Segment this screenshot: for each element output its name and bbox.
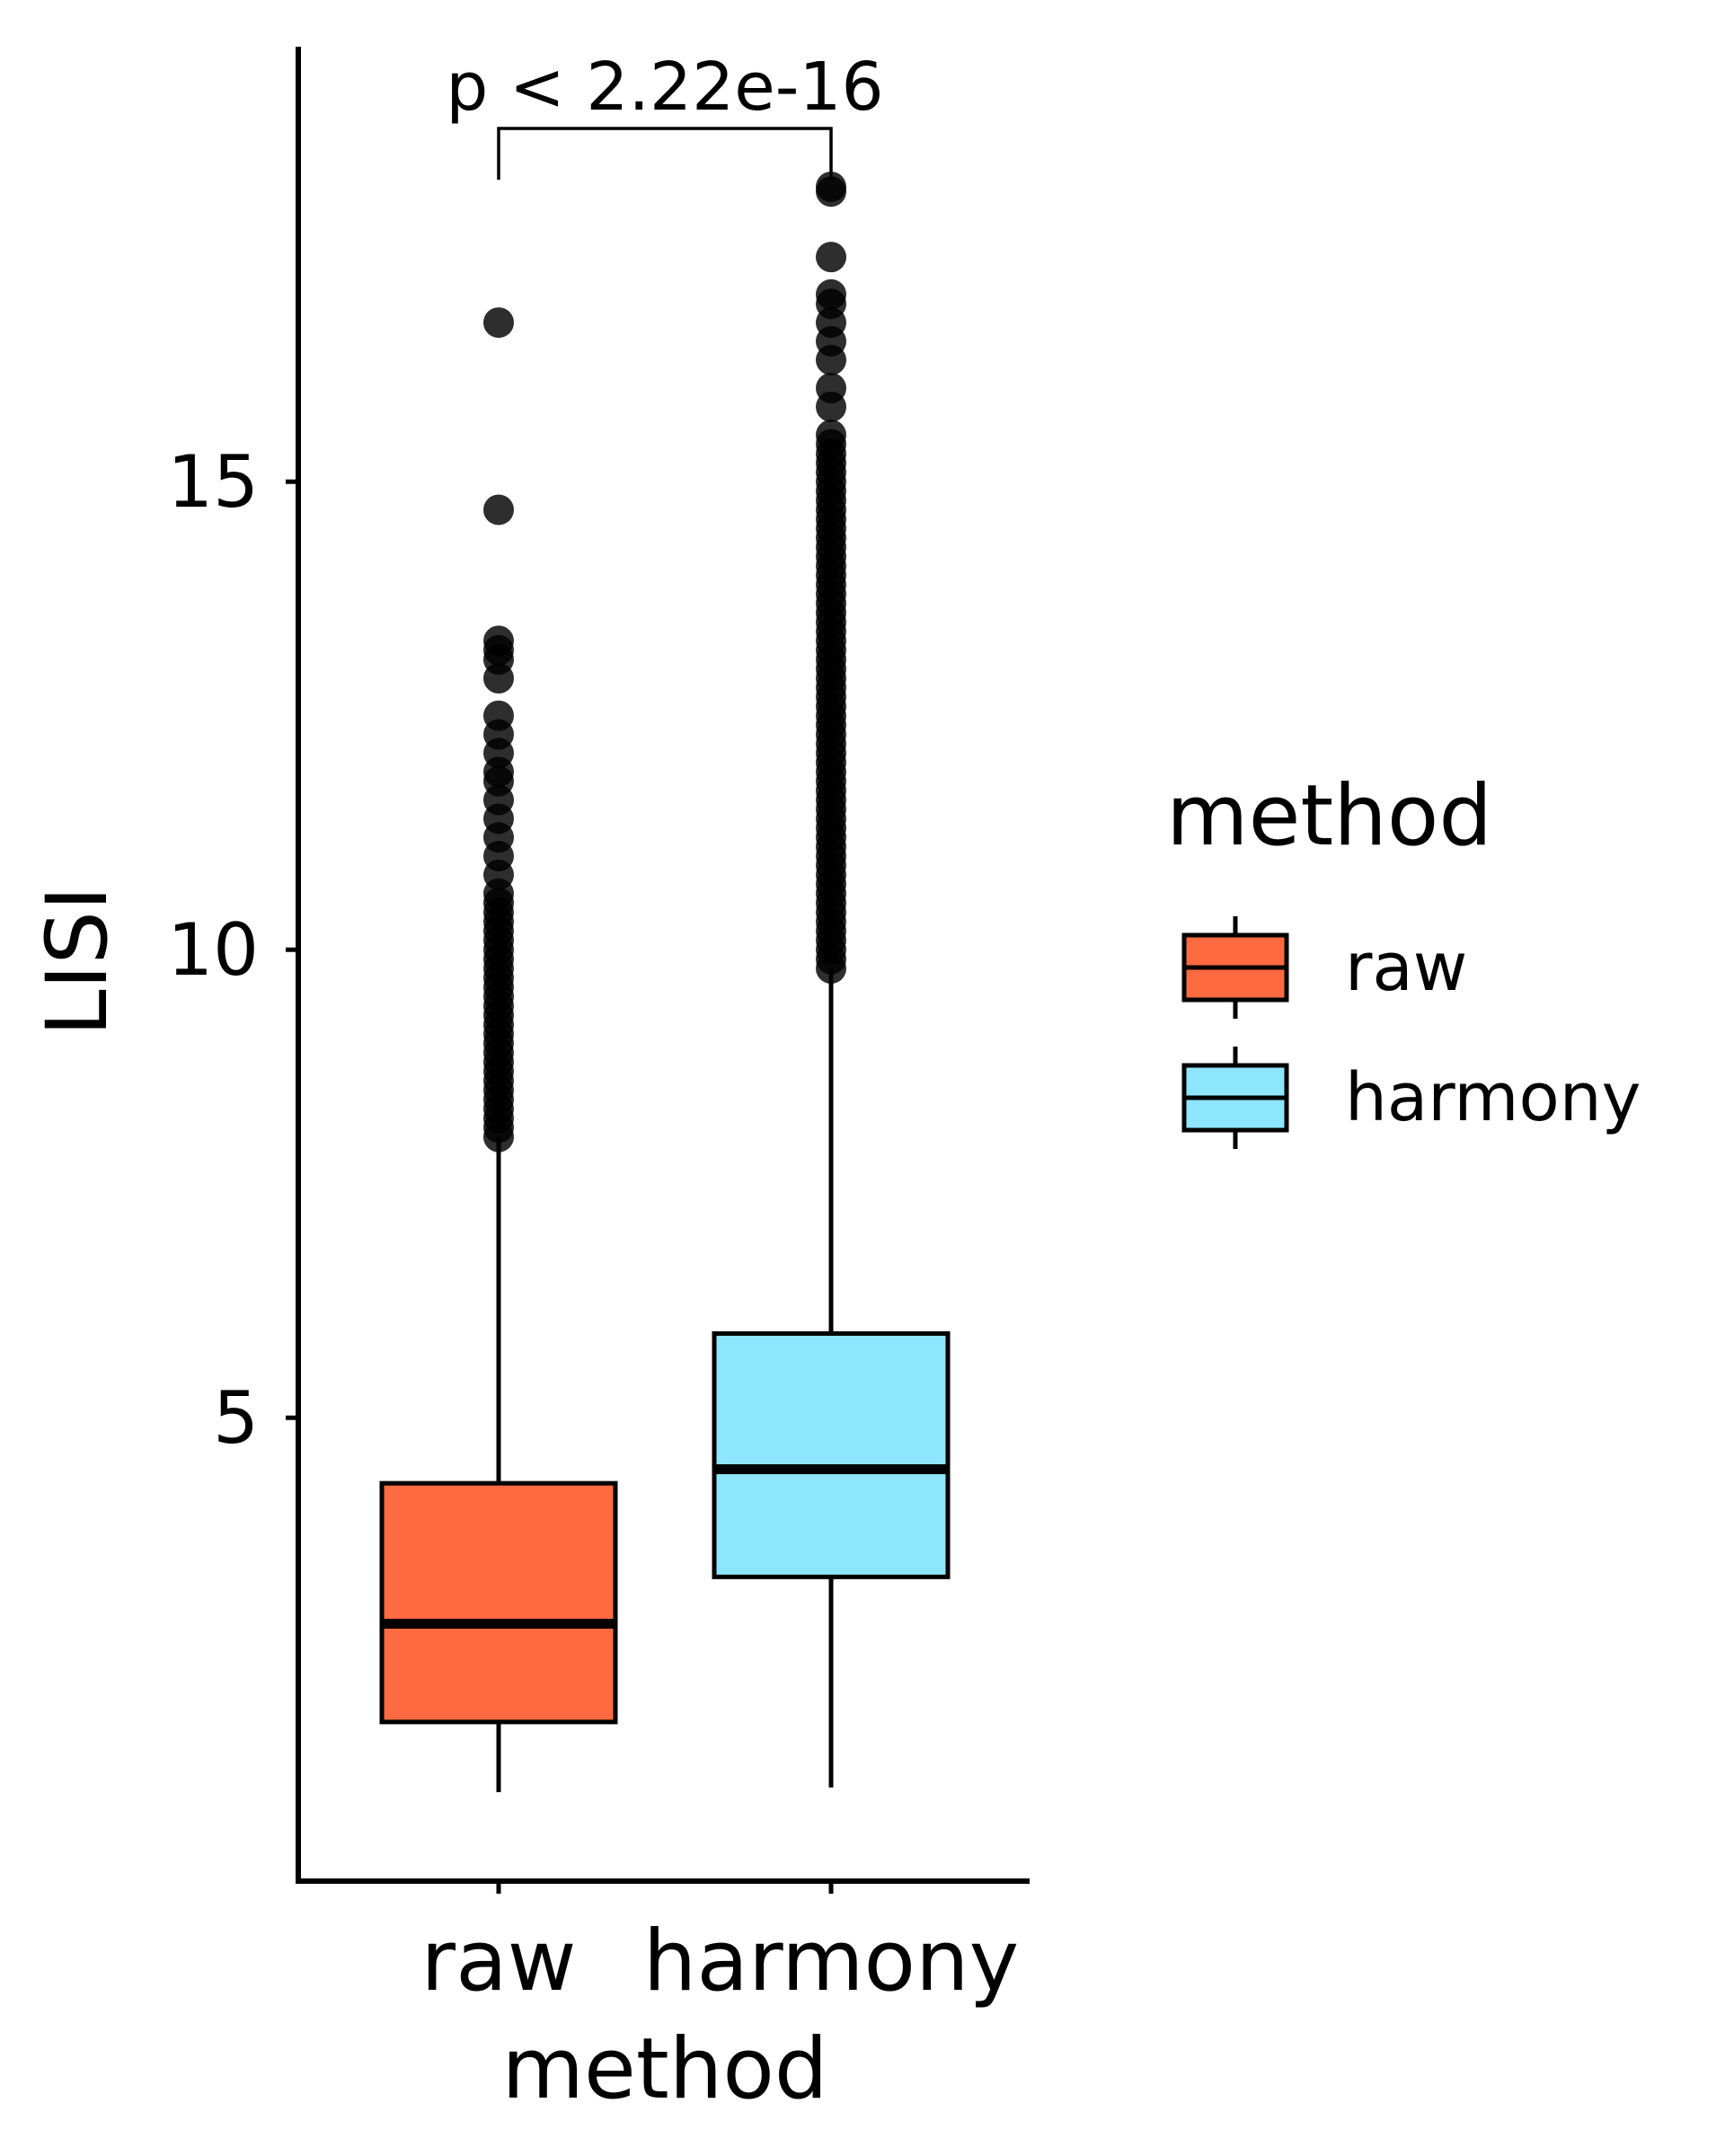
significance-bracket: p < 2.22e-16 — [446, 49, 884, 180]
legend-item-raw: raw — [1181, 916, 1467, 1019]
legend-label: harmony — [1345, 1059, 1641, 1136]
box-harmony — [712, 171, 951, 1788]
outlier-point — [816, 171, 846, 202]
legend: method raw harmony — [1166, 767, 1641, 1149]
x-tick-label-raw: raw — [420, 1913, 576, 2010]
y-tick-label: 10 — [167, 908, 259, 992]
legend-item-harmony: harmony — [1181, 1047, 1641, 1149]
x-axis-title: method — [501, 2020, 827, 2118]
y-axis-title: LISI — [29, 886, 127, 1036]
legend-title: method — [1166, 767, 1492, 865]
outlier-point — [483, 494, 514, 526]
axis-ticks: 5 10 15 raw harmony — [167, 440, 1019, 2010]
box-raw — [379, 307, 618, 1793]
outlier-point — [483, 625, 514, 657]
outlier-point — [816, 278, 846, 310]
plot-area — [379, 171, 951, 1793]
box-iqr — [712, 1330, 951, 1579]
outlier-point — [816, 420, 846, 451]
significance-bracket-line — [497, 127, 833, 180]
x-tick-label-harmony: harmony — [643, 1913, 1019, 2010]
legend-label: raw — [1345, 929, 1467, 1006]
outlier-point — [483, 700, 514, 731]
y-tick-label: 15 — [167, 440, 259, 524]
p-value-label: p < 2.22e-16 — [446, 49, 883, 126]
outlier-point — [816, 373, 846, 404]
y-tick-label: 5 — [213, 1376, 259, 1460]
box-iqr — [379, 1480, 618, 1725]
outlier-point — [816, 242, 846, 273]
outlier-point — [483, 307, 514, 339]
